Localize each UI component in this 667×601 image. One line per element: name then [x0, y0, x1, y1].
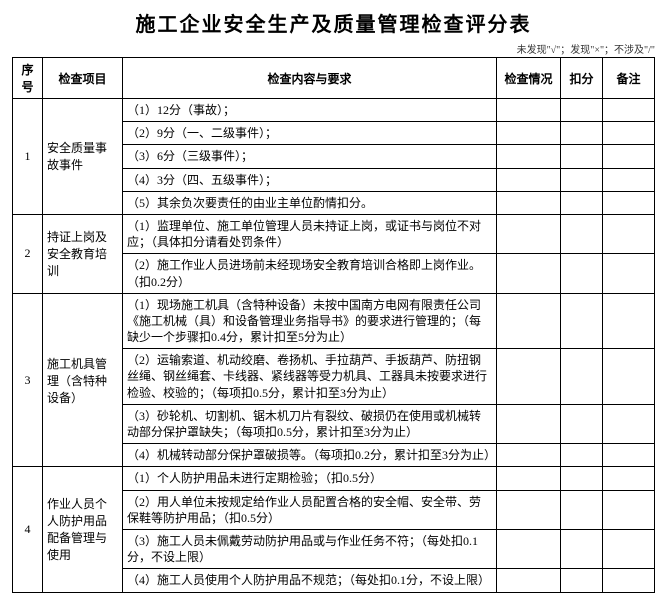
cell-content: （2）施工作业人员进场前未经现场安全教育培训合格即上岗作业。（扣0.2分）: [123, 254, 497, 293]
cell-note: [603, 467, 655, 490]
cell-note: [603, 99, 655, 122]
cell-seq: 1: [13, 99, 43, 215]
cell-deduct: [561, 444, 603, 467]
cell-deduct: [561, 404, 603, 443]
cell-check: [497, 168, 561, 191]
cell-check: [497, 444, 561, 467]
cell-check: [497, 293, 561, 349]
header-content: 检查内容与要求: [123, 58, 497, 99]
cell-project: 安全质量事故事件: [43, 99, 123, 215]
cell-project: 作业人员个人防护用品配备管理与使用: [43, 467, 123, 592]
cell-check: [497, 349, 561, 405]
cell-deduct: [561, 191, 603, 214]
table-row: 1安全质量事故事件（1）12分（事故）；: [13, 99, 655, 122]
cell-check: [497, 569, 561, 592]
table-header-row: 序号 检查项目 检查内容与要求 检查情况 扣分 备注: [13, 58, 655, 99]
header-seq: 序号: [13, 58, 43, 99]
cell-note: [603, 191, 655, 214]
cell-check: [497, 404, 561, 443]
cell-note: [603, 214, 655, 253]
cell-note: [603, 293, 655, 349]
cell-deduct: [561, 122, 603, 145]
cell-check: [497, 529, 561, 568]
cell-note: [603, 569, 655, 592]
cell-note: [603, 490, 655, 529]
table-row: 3施工机具管理（含特种设备）（1）现场施工机具（含特种设备）未按中国南方电网有限…: [13, 293, 655, 349]
cell-content: （3）砂轮机、切割机、锯木机刀片有裂纹、破损仍在使用或机械转动部分保护罩缺失；（…: [123, 404, 497, 443]
cell-project: 持证上岗及安全教育培训: [43, 214, 123, 293]
cell-content: （1）现场施工机具（含特种设备）未按中国南方电网有限责任公司《施工机械（具）和设…: [123, 293, 497, 349]
header-note: 备注: [603, 58, 655, 99]
cell-content: （3）6分（三级事件）；: [123, 145, 497, 168]
cell-check: [497, 145, 561, 168]
cell-content: （4）机械转动部分保护罩破损等。（每项扣0.2分，累计扣至3分为止）: [123, 444, 497, 467]
cell-note: [603, 529, 655, 568]
cell-deduct: [561, 145, 603, 168]
cell-content: （1）个人防护用品未进行定期检验；（扣0.5分）: [123, 467, 497, 490]
cell-content: （4）3分（四、五级事件）；: [123, 168, 497, 191]
cell-note: [603, 444, 655, 467]
cell-check: [497, 254, 561, 293]
cell-seq: 3: [13, 293, 43, 467]
cell-content: （2）运输索道、机动绞磨、卷扬机、手拉葫芦、手扳葫芦、防扭钢丝绳、钢丝绳套、卡线…: [123, 349, 497, 405]
table-row: 4作业人员个人防护用品配备管理与使用（1）个人防护用品未进行定期检验；（扣0.5…: [13, 467, 655, 490]
page-title: 施工企业安全生产及质量管理检查评分表: [12, 8, 655, 37]
cell-content: （1）监理单位、施工单位管理人员未持证上岗，或证书与岗位不对应；（具体扣分请看处…: [123, 214, 497, 253]
cell-deduct: [561, 254, 603, 293]
cell-content: （2）9分（一、二级事件）；: [123, 122, 497, 145]
cell-note: [603, 404, 655, 443]
cell-note: [603, 145, 655, 168]
cell-deduct: [561, 490, 603, 529]
cell-content: （5）其余负次要责任的由业主单位酌情扣分。: [123, 191, 497, 214]
cell-note: [603, 349, 655, 405]
cell-note: [603, 254, 655, 293]
cell-project: 施工机具管理（含特种设备）: [43, 293, 123, 467]
cell-deduct: [561, 569, 603, 592]
cell-check: [497, 191, 561, 214]
cell-deduct: [561, 467, 603, 490]
legend-text: 未发现"√"；发现"×"；不涉及"/": [12, 41, 655, 56]
header-check: 检查情况: [497, 58, 561, 99]
cell-check: [497, 122, 561, 145]
cell-deduct: [561, 529, 603, 568]
table-row: 2持证上岗及安全教育培训（1）监理单位、施工单位管理人员未持证上岗，或证书与岗位…: [13, 214, 655, 253]
cell-seq: 2: [13, 214, 43, 293]
cell-deduct: [561, 293, 603, 349]
cell-deduct: [561, 349, 603, 405]
cell-content: （1）12分（事故）；: [123, 99, 497, 122]
cell-check: [497, 99, 561, 122]
cell-content: （3）施工人员未佩戴劳动防护用品或与作业任务不符；（每处扣0.1分，不设上限）: [123, 529, 497, 568]
cell-deduct: [561, 168, 603, 191]
cell-note: [603, 122, 655, 145]
cell-content: （4）施工人员使用个人防护用品不规范；（每处扣0.1分，不设上限）: [123, 569, 497, 592]
cell-check: [497, 467, 561, 490]
cell-check: [497, 490, 561, 529]
cell-seq: 4: [13, 467, 43, 592]
cell-deduct: [561, 99, 603, 122]
score-table: 序号 检查项目 检查内容与要求 检查情况 扣分 备注 1安全质量事故事件（1）1…: [12, 57, 655, 593]
cell-check: [497, 214, 561, 253]
cell-content: （2）用人单位未按规定给作业人员配置合格的安全帽、安全带、劳保鞋等防护用品；（扣…: [123, 490, 497, 529]
cell-deduct: [561, 214, 603, 253]
cell-note: [603, 168, 655, 191]
header-deduct: 扣分: [561, 58, 603, 99]
header-project: 检查项目: [43, 58, 123, 99]
